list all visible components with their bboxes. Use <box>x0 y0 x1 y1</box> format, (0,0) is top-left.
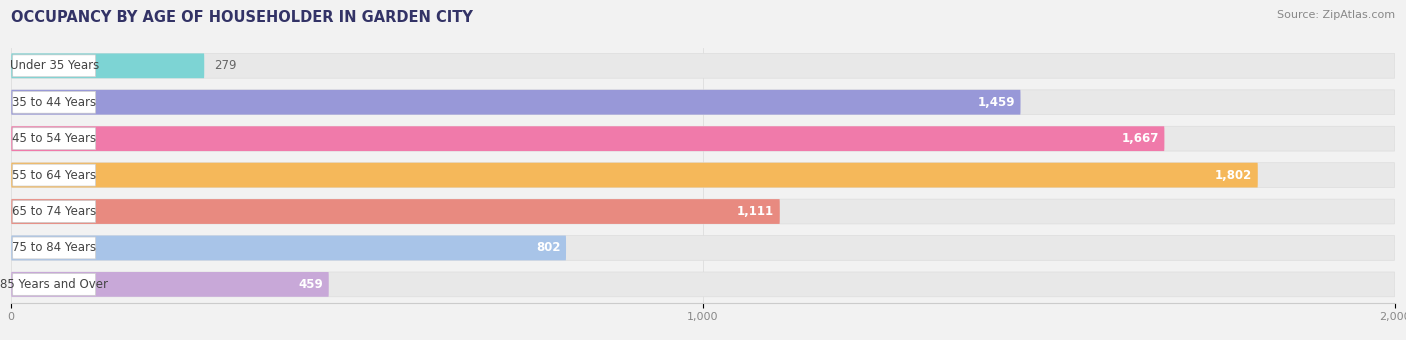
FancyBboxPatch shape <box>11 126 1395 151</box>
FancyBboxPatch shape <box>11 236 1395 260</box>
FancyBboxPatch shape <box>11 163 1395 187</box>
FancyBboxPatch shape <box>11 90 1021 115</box>
FancyBboxPatch shape <box>11 199 1395 224</box>
FancyBboxPatch shape <box>11 90 1395 115</box>
Text: 1,459: 1,459 <box>977 96 1015 109</box>
FancyBboxPatch shape <box>11 272 1395 297</box>
Text: 85 Years and Over: 85 Years and Over <box>0 278 108 291</box>
FancyBboxPatch shape <box>11 236 567 260</box>
Text: 1,802: 1,802 <box>1215 169 1253 182</box>
FancyBboxPatch shape <box>13 91 96 113</box>
FancyBboxPatch shape <box>11 163 1258 187</box>
Text: 802: 802 <box>536 241 561 254</box>
Text: 35 to 44 Years: 35 to 44 Years <box>13 96 96 109</box>
FancyBboxPatch shape <box>11 53 204 78</box>
Text: 75 to 84 Years: 75 to 84 Years <box>13 241 96 254</box>
Text: 55 to 64 Years: 55 to 64 Years <box>13 169 96 182</box>
Text: 1,111: 1,111 <box>737 205 775 218</box>
FancyBboxPatch shape <box>13 273 96 295</box>
FancyBboxPatch shape <box>11 53 1395 78</box>
FancyBboxPatch shape <box>11 272 329 297</box>
Text: 65 to 74 Years: 65 to 74 Years <box>13 205 96 218</box>
Text: OCCUPANCY BY AGE OF HOUSEHOLDER IN GARDEN CITY: OCCUPANCY BY AGE OF HOUSEHOLDER IN GARDE… <box>11 10 474 25</box>
Text: 279: 279 <box>215 59 238 72</box>
FancyBboxPatch shape <box>11 126 1164 151</box>
FancyBboxPatch shape <box>13 237 96 259</box>
FancyBboxPatch shape <box>11 199 780 224</box>
FancyBboxPatch shape <box>13 164 96 186</box>
FancyBboxPatch shape <box>13 201 96 222</box>
Text: 45 to 54 Years: 45 to 54 Years <box>13 132 96 145</box>
FancyBboxPatch shape <box>13 128 96 150</box>
Text: Under 35 Years: Under 35 Years <box>10 59 98 72</box>
Text: Source: ZipAtlas.com: Source: ZipAtlas.com <box>1277 10 1395 20</box>
Text: 1,667: 1,667 <box>1122 132 1159 145</box>
Text: 459: 459 <box>298 278 323 291</box>
FancyBboxPatch shape <box>13 55 96 77</box>
